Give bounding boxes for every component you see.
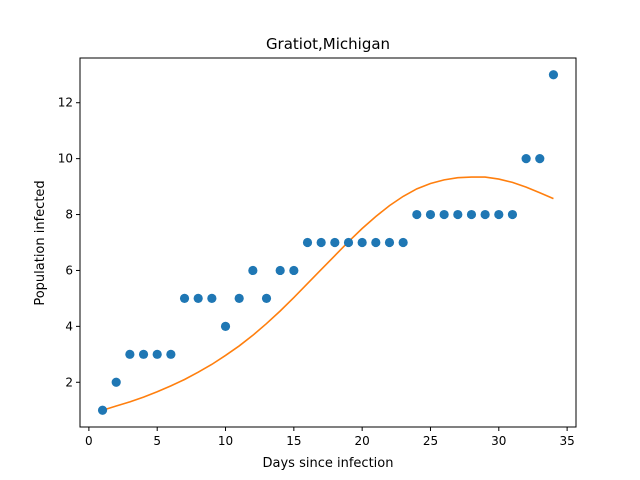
- data-point: [535, 154, 545, 164]
- data-point: [494, 209, 504, 220]
- data-point: [425, 209, 436, 220]
- data-point: [480, 209, 490, 220]
- data-point: [166, 349, 176, 359]
- x-tick-label: 20: [355, 434, 370, 448]
- x-tick-label: 25: [423, 434, 438, 448]
- y-tick-label: 8: [65, 208, 73, 222]
- x-tick-label: 10: [218, 434, 233, 448]
- y-tick-label: 2: [65, 375, 73, 389]
- data-point: [248, 265, 258, 276]
- data-point: [398, 237, 408, 248]
- data-point: [521, 154, 531, 164]
- data-point: [97, 405, 108, 415]
- x-tick-label: 35: [559, 434, 574, 448]
- data-point: [371, 237, 381, 248]
- data-point: [111, 377, 121, 387]
- data-point: [439, 209, 449, 220]
- y-tick-label: 6: [65, 263, 73, 277]
- data-point: [384, 237, 395, 248]
- fit-line: [102, 176, 554, 411]
- data-point: [234, 293, 244, 304]
- data-point: [275, 265, 285, 276]
- y-tick-label: 12: [58, 96, 73, 110]
- data-point: [507, 209, 518, 220]
- x-tick-label: 15: [286, 434, 301, 448]
- x-tick-label: 30: [491, 434, 506, 448]
- chart-title: Gratiot,Michigan: [266, 35, 390, 53]
- axes-frame: [79, 57, 577, 428]
- data-point: [289, 265, 299, 276]
- x-axis-ticks: 0 5 10 15 20 25 30 35: [85, 427, 575, 448]
- data-point: [548, 70, 559, 80]
- data-point: [179, 293, 190, 304]
- data-point: [138, 349, 149, 359]
- data-point: [302, 237, 313, 248]
- y-axis-ticks: 2 4 6 8 10 12: [58, 96, 80, 389]
- data-point: [193, 293, 203, 304]
- y-tick-label: 4: [65, 319, 73, 333]
- data-point: [316, 237, 326, 248]
- y-tick-label: 10: [58, 152, 73, 166]
- data-point: [453, 209, 463, 220]
- data-point: [466, 209, 477, 220]
- data-point: [357, 237, 367, 248]
- data-point: [330, 237, 340, 248]
- data-point: [152, 349, 162, 359]
- y-axis-label: Population infected: [33, 180, 48, 305]
- data-point: [412, 209, 422, 220]
- x-tick-label: 0: [85, 434, 93, 448]
- data-point: [343, 237, 354, 248]
- data-point: [261, 293, 272, 304]
- data-point: [125, 349, 135, 359]
- x-axis-label: Days since infection: [263, 456, 394, 471]
- plot-area: [97, 70, 559, 415]
- data-point: [220, 321, 231, 331]
- data-point: [207, 293, 217, 304]
- x-tick-label: 5: [153, 434, 161, 448]
